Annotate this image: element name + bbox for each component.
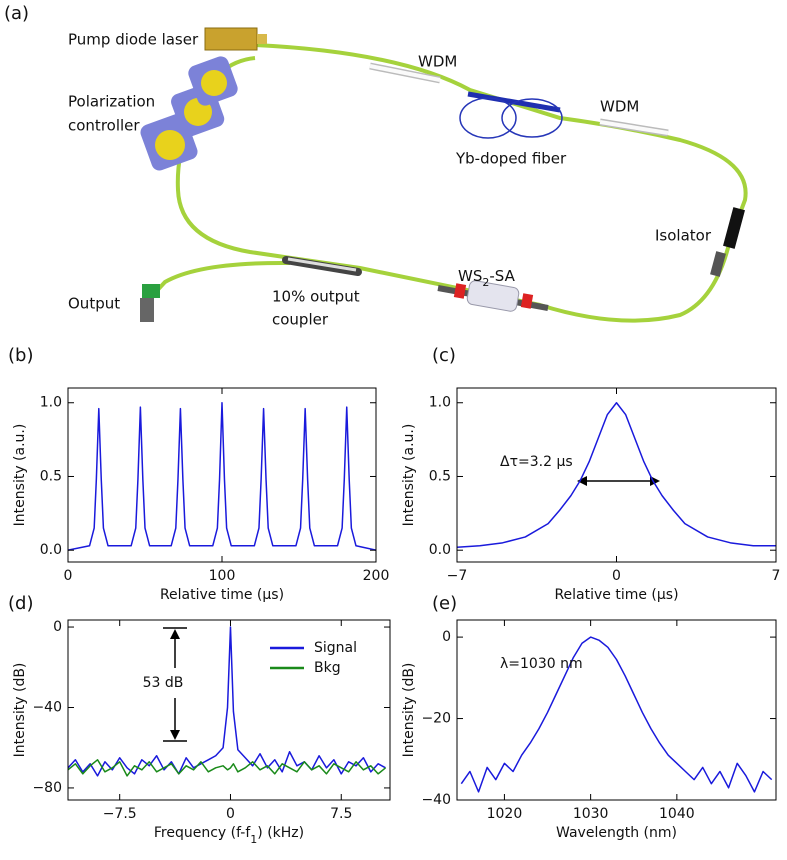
- series-line: [68, 626, 386, 777]
- y-axis-label: Intensity (dB): [12, 663, 28, 758]
- panel-label: (a): [4, 3, 29, 24]
- isolator-label: Isolator: [655, 227, 712, 245]
- sa-label-text: WS: [458, 267, 482, 285]
- x-axis-label-sub: 1: [250, 833, 257, 846]
- output-connector: [140, 298, 154, 322]
- series-line: [460, 636, 773, 793]
- x-tick-label: 7: [772, 568, 781, 584]
- pc-label: Polarization: [68, 93, 155, 111]
- x-tick-label: 0: [612, 568, 621, 584]
- y-axis-label: Intensity (dB): [401, 663, 417, 758]
- wdm-label: WDM: [418, 53, 457, 71]
- output-fiber: [150, 260, 291, 298]
- y-tick-label: 1.0: [429, 395, 451, 411]
- legend-label: Signal: [314, 640, 357, 656]
- coupler: [287, 257, 357, 272]
- x-tick-label: 0: [64, 568, 73, 584]
- y-axis-label: Intensity (a.u.): [12, 424, 28, 527]
- annotation: Δτ=3.2 μs: [500, 454, 573, 470]
- coupler-label: coupler: [272, 311, 329, 329]
- axes-frame: [67, 619, 391, 801]
- legend-label: Bkg: [314, 660, 341, 676]
- pc-label: controller: [68, 117, 140, 135]
- x-tick-label: −7.5: [103, 806, 137, 822]
- wdm: [369, 64, 441, 82]
- x-axis-label-tail: ) (kHz): [257, 825, 304, 841]
- y-tick-label: −80: [32, 780, 62, 796]
- annotation: λ=1030 nm: [500, 656, 583, 672]
- plot: −7.5 0 7.5 0 −40 −80 Frequency (f-f1) (kHz) Int…: [12, 619, 391, 846]
- sa: [453, 283, 467, 299]
- y-tick-label: 0: [442, 629, 451, 645]
- plot: −7 0 7 0.0 0.5 1.0 Relative time (μs) Intensity…: [401, 387, 781, 603]
- x-tick-label: 100: [209, 568, 236, 584]
- axes-frame: [456, 619, 777, 801]
- plot: 1020 1030 1040 0 −20 −40 Wavelength (nm) Intens…: [401, 619, 777, 841]
- series-line: [457, 402, 776, 548]
- y-tick-label: −20: [421, 711, 451, 727]
- x-tick-label: 0: [226, 806, 235, 822]
- yb-coil: [459, 97, 517, 139]
- x-tick-label: −7: [447, 568, 468, 584]
- x-tick-label: 200: [363, 568, 390, 584]
- wdm: [599, 120, 669, 135]
- y-tick-label: 0: [53, 619, 62, 635]
- paddle: [201, 70, 227, 96]
- annotation: 53 dB: [143, 675, 184, 691]
- paddle: [155, 130, 185, 160]
- axes-frame: [456, 387, 777, 563]
- polarization-controller: [140, 56, 238, 171]
- y-tick-label: 0.0: [429, 542, 451, 558]
- sa-label-sub: 2: [482, 276, 489, 289]
- yb-coil: [501, 98, 563, 138]
- panel-label: (e): [432, 593, 457, 614]
- isolator: [723, 207, 745, 249]
- wdm-label: WDM: [600, 98, 639, 116]
- panel-label: (c): [432, 345, 456, 366]
- pump-laser: [257, 34, 267, 44]
- series-line: [68, 759, 387, 777]
- output-connector: [142, 284, 160, 298]
- sa-label: WS2-SA: [458, 267, 516, 289]
- pump-laser: [204, 27, 258, 51]
- y-tick-label: 0.0: [40, 542, 62, 558]
- sa-label-tail: -SA: [489, 267, 515, 285]
- y-tick-label: −40: [421, 792, 451, 808]
- x-tick-label: 1040: [659, 806, 695, 822]
- pump-label: Pump diode laser: [68, 31, 199, 49]
- x-axis-label: Wavelength (nm): [556, 825, 677, 841]
- x-tick-label: 1030: [573, 806, 609, 822]
- x-axis-label: Frequency (f-f1) (kHz): [154, 825, 304, 846]
- panel-label: (d): [8, 593, 33, 614]
- output-label: Output: [68, 295, 120, 313]
- x-axis-label-text: Frequency (f-f: [154, 825, 251, 841]
- sa: [520, 293, 534, 309]
- sa: [466, 280, 520, 312]
- y-tick-label: 1.0: [40, 395, 62, 411]
- panel-label: (b): [8, 345, 33, 366]
- y-axis-label: Intensity (a.u.): [401, 424, 417, 527]
- fiber-loop-diagram: [140, 27, 748, 323]
- x-tick-label: 7.5: [330, 806, 352, 822]
- y-tick-label: 0.5: [429, 468, 451, 484]
- x-tick-label: 1020: [487, 806, 523, 822]
- isolator: [710, 251, 726, 277]
- yb-label: Yb-doped fiber: [455, 150, 567, 168]
- y-tick-label: −40: [32, 699, 62, 715]
- x-axis-label: Relative time (μs): [160, 587, 284, 603]
- plot: 0 100 200 0.0 0.5 1.0 Relative time (μs) Intens…: [12, 387, 390, 603]
- series-line: [68, 402, 376, 551]
- x-axis-label: Relative time (μs): [554, 587, 678, 603]
- coupler-label: 10% output: [272, 288, 360, 306]
- y-tick-label: 0.5: [40, 468, 62, 484]
